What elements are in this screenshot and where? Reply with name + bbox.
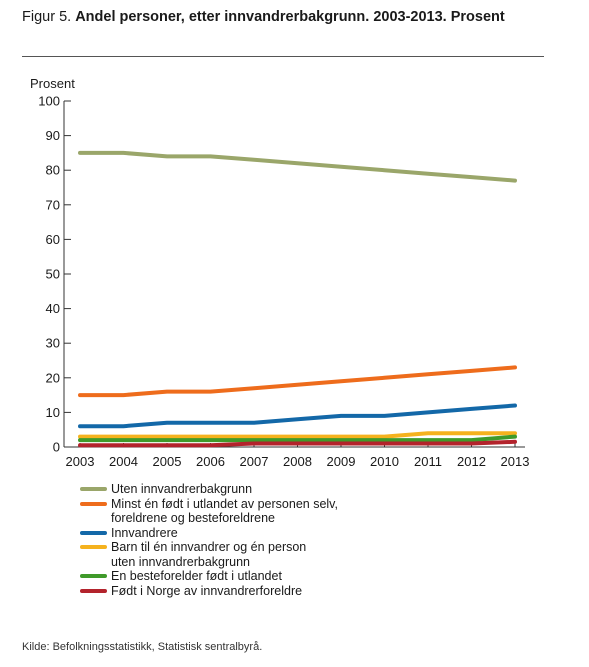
legend-item-2: Innvandrere <box>80 526 520 541</box>
chart-legend: Uten innvandrerbakgrunn Minst én født i u… <box>80 482 520 598</box>
x-tick-label-2009: 2009 <box>327 454 356 469</box>
legend-swatch-5 <box>80 588 107 593</box>
y-axis-label: Prosent <box>30 76 75 91</box>
legend-label-5: Født i Norge av innvandrerforeldre <box>111 583 303 598</box>
legend-label-3: Barn til én innvandrer og én person uten… <box>111 540 307 569</box>
x-tick-label-2007: 2007 <box>240 454 269 469</box>
y-tick-label-40: 40 <box>46 301 60 316</box>
x-tick-label-2013: 2013 <box>501 454 530 469</box>
x-tick-label-2012: 2012 <box>457 454 486 469</box>
figure-heading: Andel personer, etter innvandrerbakgrunn… <box>75 9 505 25</box>
title-divider <box>22 56 544 57</box>
y-tick-label-0: 0 <box>53 440 60 455</box>
y-tick-label-100: 100 <box>38 94 60 109</box>
x-tick-label-2011: 2011 <box>414 454 442 469</box>
y-tick-label-60: 60 <box>46 232 60 247</box>
x-tick-label-2006: 2006 <box>196 454 225 469</box>
legend-label-1: Minst én født i utlandet av personen sel… <box>111 496 338 526</box>
legend-item-3: Barn til én innvandrer og én person uten… <box>80 540 520 569</box>
series-line-1 <box>78 365 517 398</box>
legend-swatch-4 <box>80 574 107 578</box>
figure-prefix: Figur 5. <box>22 9 72 25</box>
y-tick-label-30: 30 <box>46 336 60 351</box>
x-tick-label-2008: 2008 <box>283 454 312 469</box>
legend-swatch-0 <box>80 487 107 491</box>
y-tick-label-50: 50 <box>46 267 60 282</box>
legend-item-1: Minst én født i utlandet av personen sel… <box>80 497 520 526</box>
x-tick-label-2010: 2010 <box>370 454 399 469</box>
legend-label-4: En besteforelder født i utlandet <box>111 569 282 583</box>
legend-swatch-1 <box>80 501 107 506</box>
y-tick-label-70: 70 <box>46 197 60 212</box>
legend-item-0: Uten innvandrerbakgrunn <box>80 482 520 497</box>
x-tick-label-2004: 2004 <box>109 454 138 469</box>
legend-label-2: Innvandrere <box>111 525 178 540</box>
y-tick-label-80: 80 <box>46 163 60 178</box>
legend-swatch-3 <box>80 545 107 549</box>
legend-item-5: Født i Norge av innvandrerforeldre <box>80 584 520 599</box>
series-line-0 <box>78 150 517 183</box>
series-line-3 <box>78 431 517 439</box>
series-line-4 <box>78 434 517 443</box>
legend-item-4: En besteforelder født i utlandet <box>80 569 520 584</box>
legend-label-0: Uten innvandrerbakgrunn <box>111 482 253 496</box>
series-line-5 <box>78 439 517 448</box>
y-tick-label-20: 20 <box>46 370 60 385</box>
x-tick-label-2005: 2005 <box>153 454 182 469</box>
source-note: Kilde: Befolkningsstatistikk, Statistisk… <box>22 641 263 653</box>
line-chart: Prosent 0 10 20 30 40 50 60 70 80 90 100 2003 2004 200… <box>30 76 530 469</box>
y-tick-label-90: 90 <box>46 128 60 143</box>
y-tick-label-10: 10 <box>46 405 60 420</box>
x-tick-label-2003: 2003 <box>66 454 95 469</box>
legend-swatch-2 <box>80 530 107 535</box>
series-line-2 <box>78 403 517 429</box>
figure-title: Figur 5. Andel personer, etter innvandre… <box>22 8 562 27</box>
